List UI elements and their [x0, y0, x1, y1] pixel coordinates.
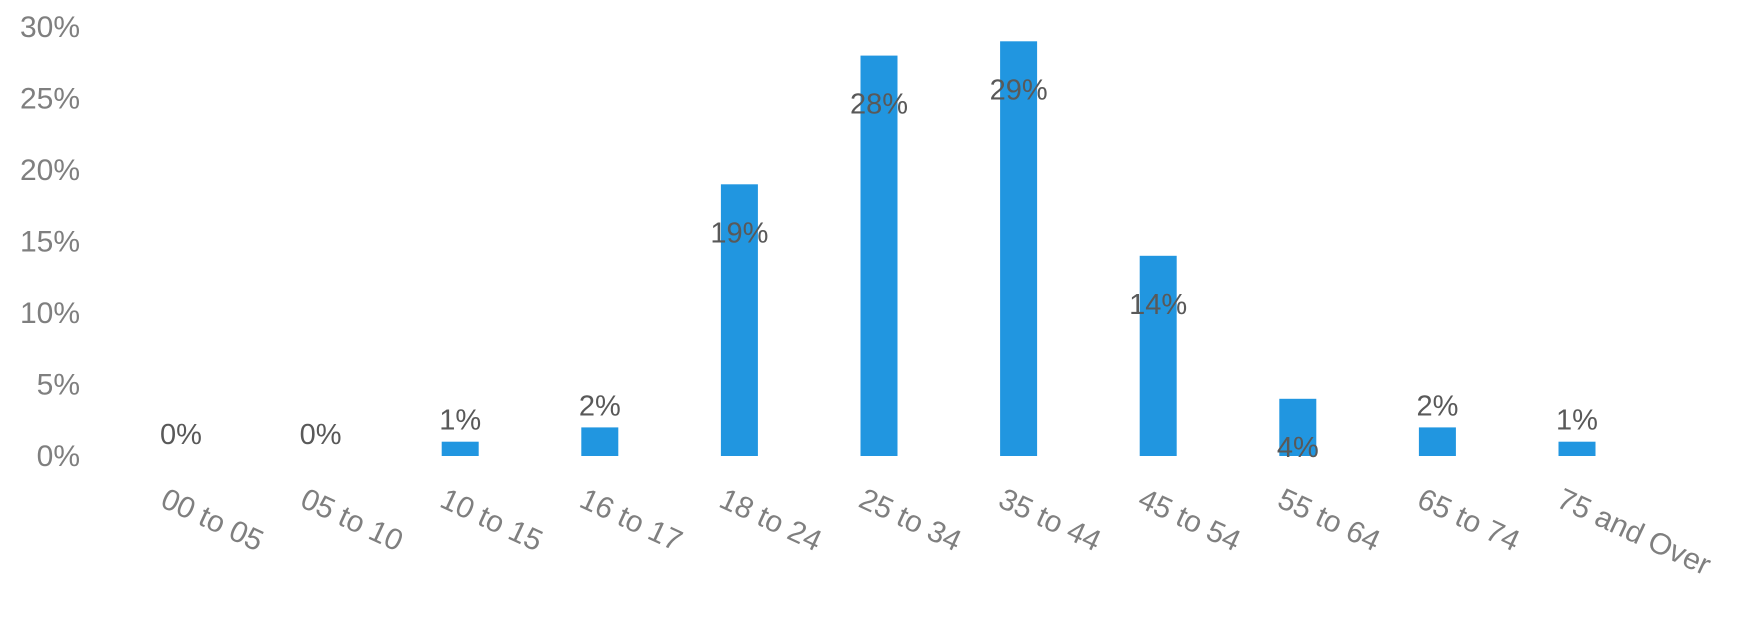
category-label: 45 to 54 — [1133, 482, 1245, 558]
bar — [441, 441, 479, 456]
category-label: 18 to 24 — [714, 482, 826, 558]
bar — [1279, 398, 1317, 456]
data-label: 0% — [160, 419, 202, 451]
data-label: 19% — [710, 217, 768, 249]
category-label: 00 to 05 — [156, 482, 268, 558]
y-axis: 0% 5% 10% 15% 20% 25% 30% — [20, 11, 80, 473]
category-label: 55 to 64 — [1273, 482, 1385, 558]
bar — [1418, 427, 1456, 456]
y-tick-label: 25% — [20, 83, 80, 116]
x-axis: 00 to 05 05 to 10 10 to 15 16 to 17 18 to 24… — [156, 482, 1716, 582]
bar — [860, 55, 898, 456]
data-label: 2% — [1416, 390, 1458, 422]
category-label: 65 to 74 — [1412, 482, 1524, 558]
category-label: 05 to 10 — [296, 482, 408, 558]
bar — [581, 427, 619, 456]
data-label: 1% — [439, 405, 481, 437]
category-label: 25 to 34 — [854, 482, 966, 558]
data-label: 4% — [1277, 432, 1319, 464]
bars — [441, 41, 1596, 457]
bar — [1558, 441, 1596, 456]
data-label: 2% — [579, 390, 621, 422]
y-tick-label: 0% — [37, 440, 80, 473]
data-labels: 0% 0% 1% 2% 19% 28% 29% 14% 4% 2% 1% — [160, 74, 1598, 464]
category-label: 10 to 15 — [435, 482, 547, 558]
category-label: 75 and Over — [1552, 482, 1716, 582]
y-tick-label: 10% — [20, 297, 80, 330]
bar — [1139, 255, 1177, 456]
data-label: 14% — [1129, 289, 1187, 321]
category-label: 35 to 44 — [994, 482, 1106, 558]
data-label: 0% — [300, 419, 342, 451]
data-label: 1% — [1556, 405, 1598, 437]
data-label: 28% — [850, 89, 908, 121]
y-tick-label: 20% — [20, 154, 80, 187]
y-tick-label: 30% — [20, 11, 80, 44]
data-label: 29% — [990, 74, 1048, 106]
bar — [1000, 41, 1038, 457]
bar — [720, 184, 758, 457]
y-tick-label: 5% — [37, 369, 80, 402]
y-tick-label: 15% — [20, 226, 80, 259]
category-label: 16 to 17 — [575, 482, 687, 558]
